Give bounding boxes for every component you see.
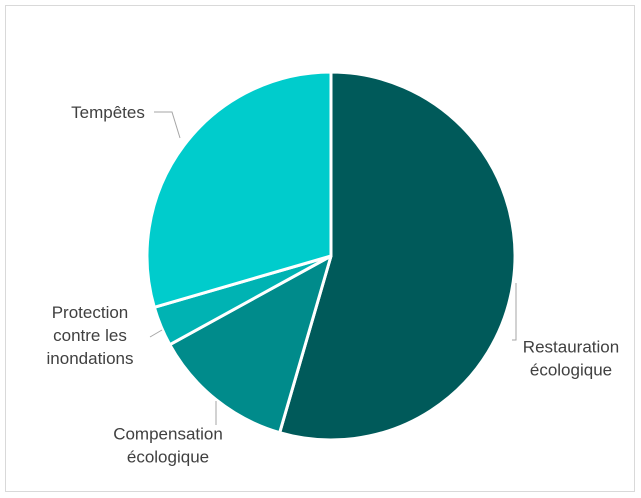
leader-line-0 bbox=[512, 283, 517, 341]
leader-lines bbox=[149, 111, 517, 425]
pie-slice-0 bbox=[278, 70, 517, 442]
leader-line-2 bbox=[149, 329, 163, 338]
slice-label-0: Restauration écologique bbox=[523, 338, 619, 380]
slice-labels: Restauration écologique Compensation écolog… bbox=[47, 103, 620, 467]
leader-line-3 bbox=[154, 111, 181, 139]
slice-label-3: Tempêtes bbox=[71, 103, 145, 122]
pie-slice-1 bbox=[168, 254, 333, 435]
slice-label-2: Protection contre les inondations bbox=[47, 303, 134, 368]
slice-label-1: Compensation écologique bbox=[113, 425, 223, 467]
pie-slices bbox=[145, 70, 517, 442]
pie-slice-3 bbox=[145, 70, 333, 309]
